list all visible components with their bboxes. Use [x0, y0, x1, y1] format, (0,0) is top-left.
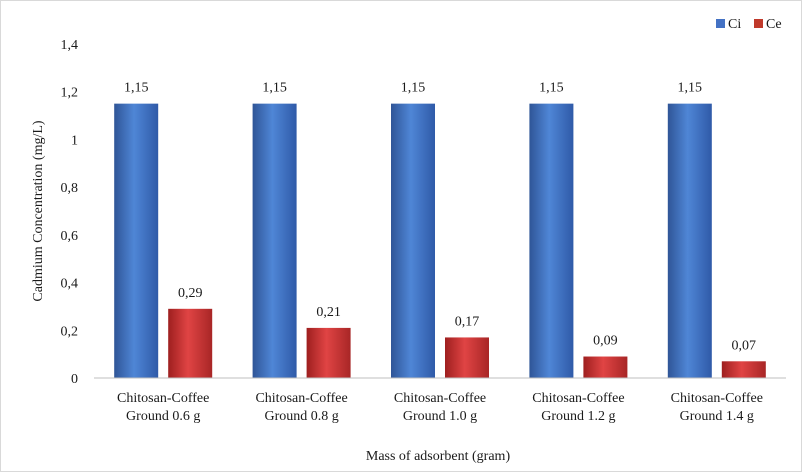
- x-axis-categories: Chitosan-Coffee Ground 0.6 g Chitosan-Coff…: [117, 391, 763, 424]
- bars: [114, 103, 766, 379]
- x-category-label: Chitosan-Coffee Ground 0.6 g: [117, 391, 209, 424]
- bar-ci-2: [252, 103, 297, 379]
- data-label-ci-4: 1,15: [539, 81, 564, 96]
- y-tick-label: 1,4: [61, 38, 79, 53]
- bar-ce-1: [168, 308, 213, 378]
- data-label-ci-5: 1,15: [678, 81, 703, 96]
- y-tick-label: 0: [71, 372, 78, 387]
- bar-ce-5: [721, 361, 766, 378]
- legend: Ci Ce: [716, 17, 782, 32]
- legend-swatch-ci: [716, 19, 725, 28]
- legend-label-ci: Ci: [728, 17, 741, 32]
- data-labels: 1,15 0,29 1,15 0,21 1,15 0,17 1,15 0,09 1,15 0,07: [124, 81, 756, 354]
- x-axis-title: Mass of adsorbent (gram): [366, 449, 511, 464]
- bar-ci-3: [391, 103, 435, 379]
- x-category-label: Chitosan-Coffee Ground 1.0 g: [394, 391, 486, 424]
- x-category-label: Chitosan-Coffee Ground 0.8 g: [255, 391, 347, 424]
- y-tick-label: 1: [71, 133, 78, 148]
- bar-ce-4: [583, 356, 628, 378]
- data-label-ci-3: 1,15: [401, 81, 426, 96]
- legend-swatch-ce: [754, 19, 763, 28]
- bar-ci-4: [529, 103, 574, 379]
- data-label-ci-2: 1,15: [262, 81, 287, 96]
- data-label-ce-4: 0,09: [593, 334, 618, 349]
- bar-ci-5: [667, 103, 712, 379]
- y-axis-title: Cadmium Concentration (mg/L): [31, 120, 46, 302]
- y-tick-label: 0,2: [61, 324, 79, 339]
- x-category-label: Chitosan-Coffee Ground 1.2 g: [532, 391, 624, 424]
- bar-ce-2: [306, 327, 351, 378]
- data-label-ce-1: 0,29: [178, 286, 203, 301]
- bar-ci-1: [114, 103, 159, 379]
- x-category-label: Chitosan-Coffee Ground 1.4 g: [671, 391, 763, 424]
- data-label-ci-1: 1,15: [124, 81, 149, 96]
- y-tick-label: 0,6: [61, 229, 79, 244]
- legend-label-ce: Ce: [766, 17, 782, 32]
- data-label-ce-2: 0,21: [316, 305, 341, 320]
- data-label-ce-3: 0,17: [455, 314, 480, 329]
- y-tick-label: 0,4: [61, 277, 79, 292]
- y-axis-ticks: 0 0,2 0,4 0,6 0,8 1 1,2 1,4: [61, 38, 79, 387]
- y-tick-label: 0,8: [61, 181, 79, 196]
- bar-ce-3: [445, 337, 489, 378]
- data-label-ce-5: 0,07: [732, 338, 757, 353]
- y-tick-label: 1,2: [61, 86, 79, 101]
